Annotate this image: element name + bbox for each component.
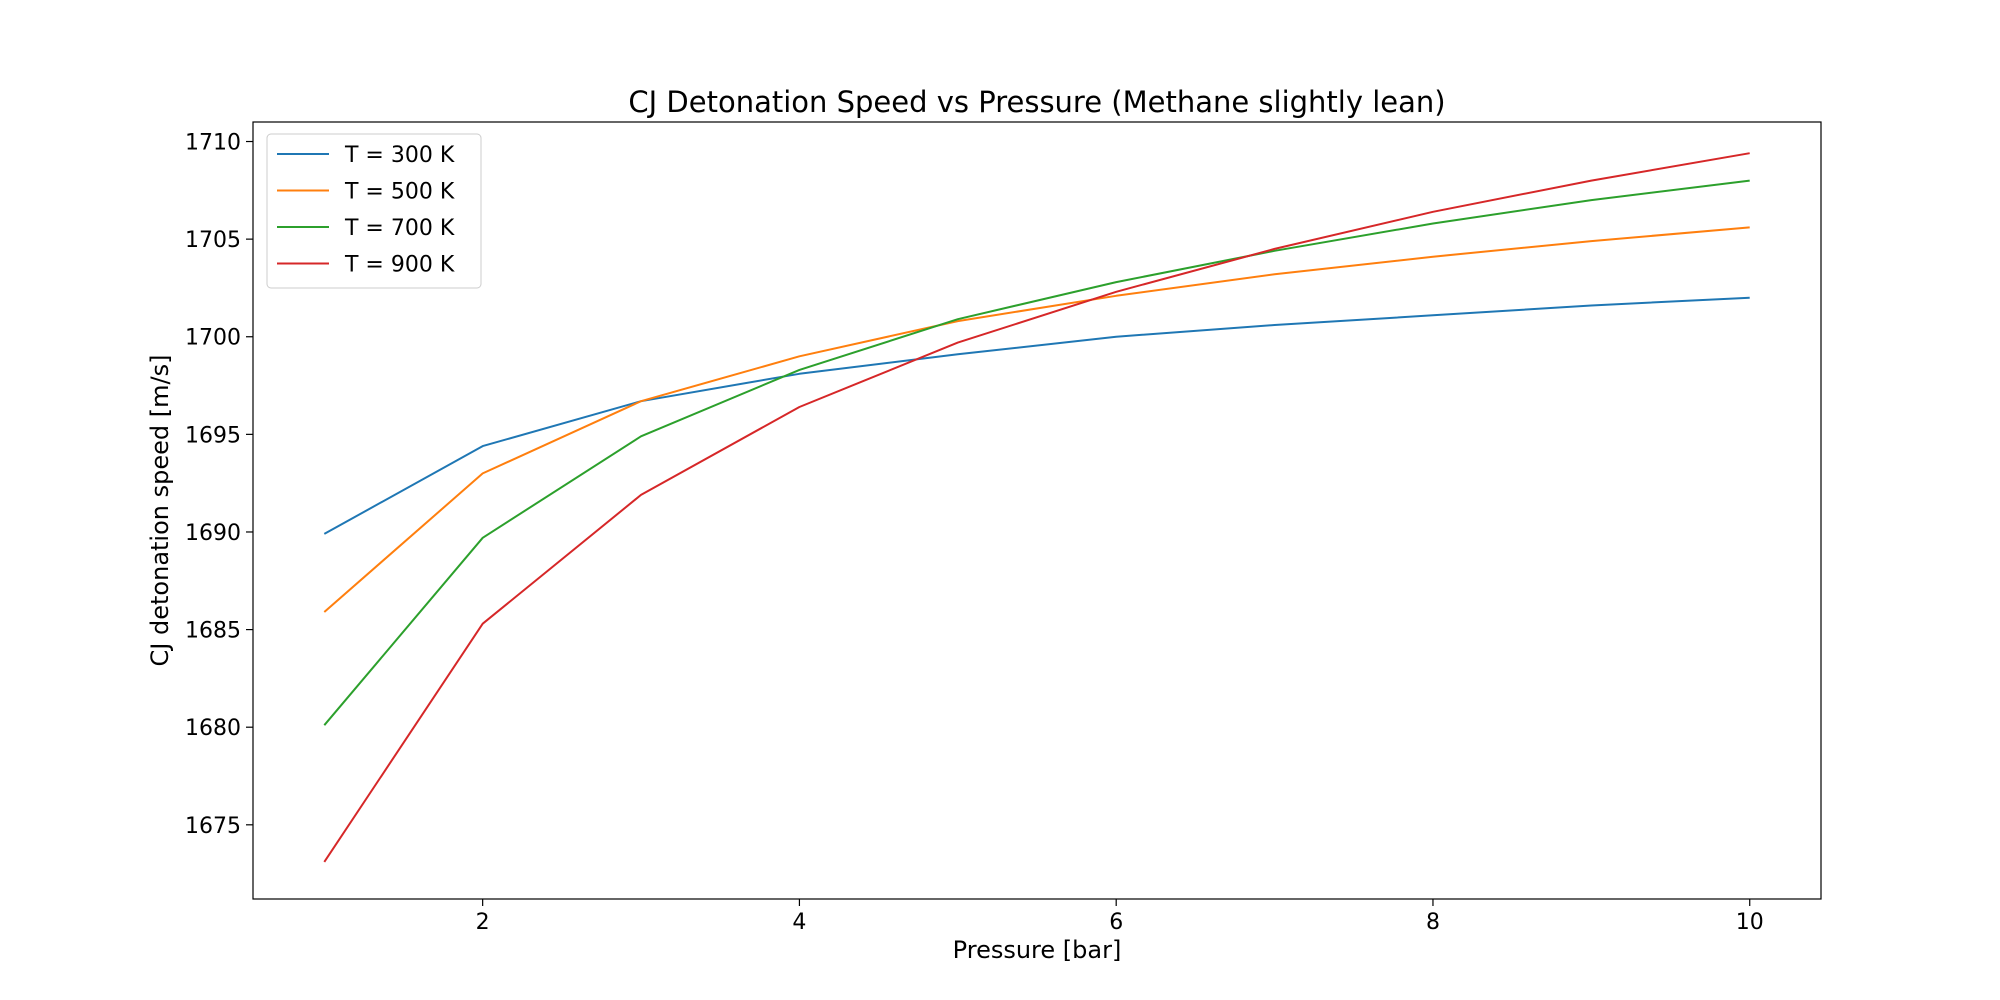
- legend: T = 300 K T = 500 K T = 700 K T = 900 K: [266, 133, 482, 289]
- x-tick-label: 8: [1426, 910, 1440, 935]
- x-axis: 2 4 6 8 10: [476, 899, 1764, 935]
- y-tick-label: 1710: [185, 131, 241, 156]
- y-tick-label: 1675: [185, 814, 241, 839]
- chart-title: CJ Detonation Speed vs Pressure (Methane…: [628, 85, 1445, 119]
- x-axis-label: Pressure [bar]: [953, 936, 1122, 964]
- series-line-4: [323, 152, 1750, 863]
- legend-box: [266, 133, 482, 289]
- series-line-2: [323, 226, 1750, 613]
- legend-entry-label: T = 300 K: [344, 143, 455, 168]
- plot-frame: [252, 121, 1822, 900]
- x-tick-label: 10: [1736, 910, 1764, 935]
- y-axis-label: CJ detonation speed [m/s]: [146, 355, 174, 667]
- legend-entry-label: T = 900 K: [344, 253, 455, 278]
- y-tick-label: 1695: [185, 423, 241, 448]
- x-tick-label: 2: [476, 910, 490, 935]
- y-tick-label: 1690: [185, 521, 241, 546]
- y-axis: 1675 1680 1685 1690 1695 1700 1705 1710: [185, 131, 253, 839]
- legend-entry-label: T = 500 K: [344, 180, 455, 205]
- x-tick-label: 4: [792, 910, 806, 935]
- legend-entry-label: T = 700 K: [344, 216, 455, 241]
- y-tick-label: 1705: [185, 228, 241, 253]
- series-line-1: [323, 296, 1750, 535]
- y-tick-label: 1680: [185, 716, 241, 741]
- series-layer: [323, 152, 1750, 863]
- y-tick-label: 1685: [185, 619, 241, 644]
- y-tick-label: 1700: [185, 326, 241, 351]
- x-tick-label: 6: [1109, 910, 1123, 935]
- series-line-3: [323, 179, 1750, 726]
